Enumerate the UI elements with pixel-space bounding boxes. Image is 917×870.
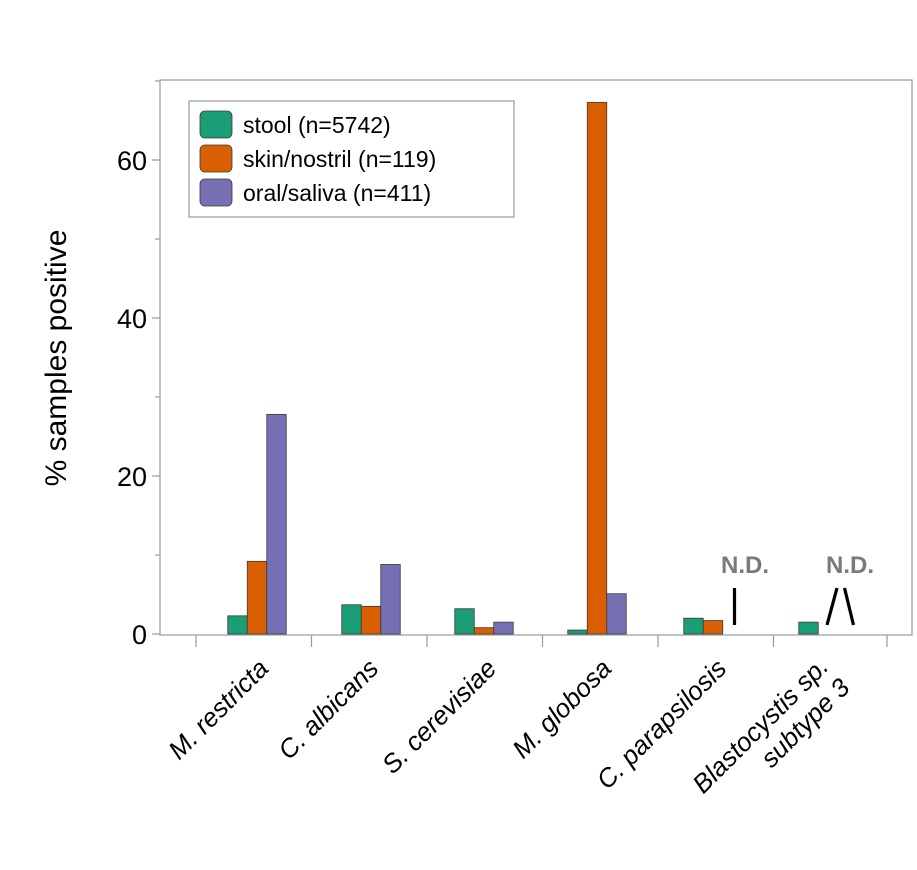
bar	[493, 621, 514, 635]
x-tick-label: M. globosa	[506, 653, 617, 764]
nd-annotation: N.D.	[721, 552, 769, 579]
legend-label: skin/nostril (n=119)	[243, 146, 436, 172]
bar	[227, 615, 248, 635]
nd-mark	[842, 587, 856, 626]
bar	[380, 564, 401, 635]
nd-mark	[825, 587, 839, 626]
x-tick-label-line: M. restricta	[162, 653, 274, 765]
legend-label: oral/saliva (n=411)	[243, 180, 431, 206]
legend-swatch	[199, 110, 233, 139]
bar	[606, 593, 627, 635]
legend-label: stool (n=5742)	[243, 112, 391, 138]
bar	[586, 101, 608, 635]
bar	[266, 413, 287, 635]
x-tick-label: C. albicans	[272, 653, 384, 765]
bar	[567, 629, 588, 635]
legend-swatch	[199, 178, 233, 207]
bar	[246, 560, 268, 635]
plot-area-frame	[159, 79, 913, 636]
y-tick-label: 40	[117, 304, 147, 334]
bar	[360, 605, 382, 635]
bar	[798, 621, 819, 635]
legend-swatch	[199, 144, 233, 173]
y-tick-label: 20	[117, 462, 147, 492]
x-tick-label-line: M. globosa	[506, 653, 617, 764]
annotations: N.D. N.D.	[721, 552, 874, 626]
y-tick-label: 0	[132, 620, 147, 650]
y-axis: 0 20 40 60	[117, 80, 160, 650]
y-axis-title: % samples positive	[40, 230, 73, 487]
bars	[227, 101, 819, 635]
x-tick-label: S. cerevisiae	[376, 653, 502, 779]
x-tick-label-line: C. albicans	[272, 653, 384, 765]
x-tick-label: M. restricta	[162, 653, 274, 765]
bar	[341, 604, 362, 635]
legend-box	[188, 100, 515, 218]
nd-annotation: N.D.	[826, 552, 874, 579]
bar	[683, 617, 704, 635]
legend: stool (n=5742) skin/nostril (n=119) oral/s…	[188, 100, 515, 218]
bar	[454, 608, 475, 635]
bar	[702, 620, 724, 635]
bar	[473, 627, 495, 635]
x-tick-label-line: S. cerevisiae	[376, 653, 502, 779]
y-tick-label: 60	[117, 146, 147, 176]
